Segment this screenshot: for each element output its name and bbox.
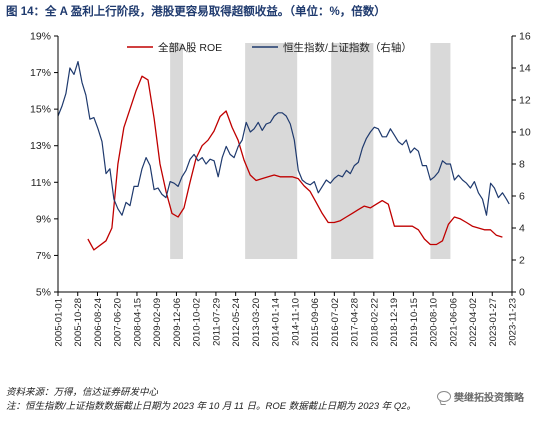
x-tick-label: 2020-08-10 [429,298,440,347]
legend-roe-label: 全部A股 ROE [158,41,222,54]
x-tick-label: 2018-02-22 [369,298,380,347]
left-tick-label: 9% [36,213,51,225]
left-tick-label: 19% [30,31,51,43]
x-tick-label: 2015-09-06 [310,298,321,347]
x-tick-label: 2012-05-24 [231,298,242,347]
series-lines [57,61,510,251]
x-tick-label: 2022-04-02 [468,298,479,347]
x-tick-label: 2014-11-10 [290,298,301,346]
right-tick-label: 10 [519,127,531,139]
x-tick-label: 2007-06-20 [113,298,124,347]
right-tick-label: 12 [519,95,531,107]
right-tick-label: 14 [519,63,531,75]
x-tick-label: 2010-10-02 [192,298,203,347]
roe-line [87,75,503,251]
left-tick-label: 7% [36,250,51,262]
right-tick-label: 6 [519,191,525,203]
x-tick-label: 2018-12-19 [389,298,400,347]
chart-legend: 全部A股 ROE 恒生指数/上证指数（右轴） [127,41,412,54]
x-tick-label: 2013-03-20 [251,298,262,347]
left-tick-label: 17% [30,67,51,79]
x-tick-label: 2023-11-23 [508,298,519,346]
right-tick-label: 0 [519,287,525,299]
left-tick-label: 15% [30,104,51,116]
wechat-icon [437,390,451,402]
roe-vs-hsi-shcomp-chart: 5% 7% 9% 11% 13% 15% 17% 19% 0 2 4 6 8 10 12 14 16 2005-0… [30,31,531,347]
x-tick-label: 2017-04-28 [350,298,361,347]
right-tick-label: 2 [519,255,525,267]
x-tick-label: 2009-12-06 [172,298,183,347]
source-note: 资料来源：万得，信达证券研发中心 [6,387,159,398]
shaded-periods [170,43,451,259]
x-tick-label: 2014-01-14 [271,298,282,347]
x-tick-label: 2006-08-24 [93,298,104,347]
x-tick-label: 2008-04-15 [132,298,143,347]
x-tick-label: 2005-10-28 [73,298,84,347]
axis-ticks: 5% 7% 9% 11% 13% 15% 17% 19% 0 2 4 6 8 10 12 14 16 2005-0… [30,31,531,347]
data-cutoff-note: 注：恒生指数/上证指数数据截止日期为 2023 年 10 月 11 日。ROE … [6,401,416,412]
x-tick-label: 2019-10-15 [409,298,420,347]
legend-ratio-label: 恒生指数/上证指数（右轴） [283,41,412,54]
watermark-text: 樊继拓投资策略 [454,392,524,404]
left-tick-label: 5% [36,287,51,299]
shaded-period-2 [245,43,298,259]
figure-footer: 资料来源：万得，信达证券研发中心 注：恒生指数/上证指数数据截止日期为 2023… [6,386,546,414]
right-tick-label: 4 [519,223,525,235]
x-tick-label: 2016-07-02 [330,298,341,347]
x-tick-label: 2023-01-27 [488,298,499,347]
x-tick-label: 2021-06-06 [448,298,459,347]
shaded-period-1 [170,43,183,259]
right-tick-label: 16 [519,31,531,43]
x-tick-label: 2005-01-01 [54,298,65,347]
x-tick-label: 2009-02-09 [152,298,163,347]
x-tick-label: 2011-07-29 [211,298,222,346]
watermark: 樊继拓投资策略 [437,389,524,404]
shaded-period-4 [430,43,451,259]
left-tick-label: 11% [31,177,51,189]
shaded-period-3 [331,43,374,259]
hsi-shcomp-ratio-line [57,61,510,216]
figure-title: 图 14：全 A 盈利上行阶段，港股更容易取得超额收益。（单位：%，倍数） [6,6,386,18]
left-tick-label: 13% [30,140,51,152]
right-tick-label: 8 [519,159,525,171]
